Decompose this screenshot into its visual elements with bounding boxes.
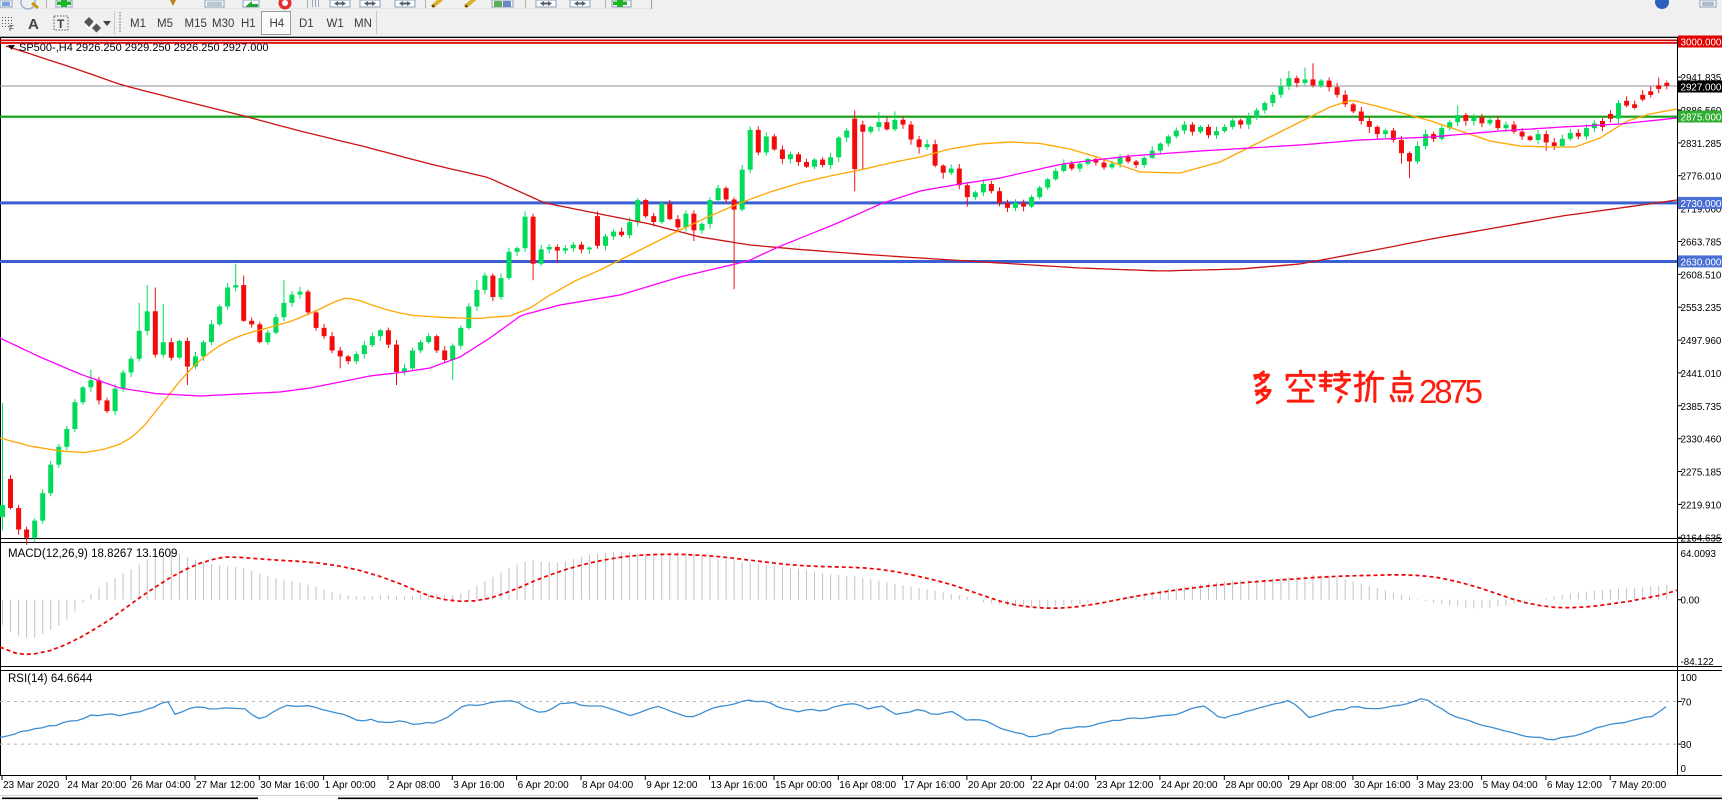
svg-text:0.00: 0.00 [1681,596,1701,607]
svg-text:24 Mar 20:00: 24 Mar 20:00 [67,780,126,791]
svg-text:29 Apr 08:00: 29 Apr 08:00 [1290,780,1347,791]
svg-text:20 Apr 20:00: 20 Apr 20:00 [968,780,1025,791]
svg-text:M15: M15 [185,18,207,30]
svg-text:H4: H4 [270,18,285,30]
svg-text:2608.510: 2608.510 [1681,270,1722,281]
svg-text:M1: M1 [130,18,146,30]
svg-text:2719.060: 2719.060 [1681,205,1722,216]
svg-text:30 Mar 16:00: 30 Mar 16:00 [260,780,319,791]
svg-text:13 Apr 16:00: 13 Apr 16:00 [711,780,768,791]
svg-text:2164.635: 2164.635 [1681,533,1722,544]
svg-text:H1: H1 [241,18,256,30]
svg-text:22 Apr 04:00: 22 Apr 04:00 [1032,780,1089,791]
svg-text:F: F [9,24,14,33]
svg-text:MACD(12,26,9) 18.8267 13.1609: MACD(12,26,9) 18.8267 13.1609 [8,548,177,560]
svg-text:23 Mar 2020: 23 Mar 2020 [3,780,60,791]
svg-text:6 May 12:00: 6 May 12:00 [1547,780,1602,791]
svg-text:SP500-,H4 2926.250 2929.250 2: SP500-,H4 2926.250 2929.250 2926.250 292… [19,42,269,54]
svg-text:3000.000: 3000.000 [1681,38,1722,49]
svg-text:2275.185: 2275.185 [1681,468,1722,479]
svg-text:15 Apr 00:00: 15 Apr 00:00 [775,780,832,791]
svg-text:64.0093: 64.0093 [1681,549,1717,560]
svg-text:6 Apr 20:00: 6 Apr 20:00 [518,780,570,791]
svg-text:2219.910: 2219.910 [1681,500,1722,511]
svg-text:2831.285: 2831.285 [1681,139,1722,150]
svg-text:A: A [28,16,39,33]
svg-text:7 May 20:00: 7 May 20:00 [1611,780,1666,791]
svg-text:1 Apr 00:00: 1 Apr 00:00 [325,780,377,791]
svg-text:2330.460: 2330.460 [1681,435,1722,446]
svg-text:RSI(14) 64.6644: RSI(14) 64.6644 [8,673,93,685]
svg-text:16 Apr 08:00: 16 Apr 08:00 [839,780,896,791]
svg-text:5 May 04:00: 5 May 04:00 [1483,780,1538,791]
svg-text:D1: D1 [299,18,314,30]
svg-text:30: 30 [1681,740,1692,751]
svg-text:30 Apr 16:00: 30 Apr 16:00 [1354,780,1411,791]
svg-text:2553.235: 2553.235 [1681,303,1722,314]
svg-text:M5: M5 [157,18,173,30]
svg-text:MN: MN [354,18,372,30]
svg-text:9 Apr 12:00: 9 Apr 12:00 [646,780,698,791]
svg-text:2730.000: 2730.000 [1681,199,1722,210]
svg-text:2441.010: 2441.010 [1681,369,1722,380]
svg-text:2663.785: 2663.785 [1681,238,1722,249]
svg-text:70: 70 [1681,698,1692,709]
svg-text:8 Apr 04:00: 8 Apr 04:00 [582,780,634,791]
svg-text:2927.000: 2927.000 [1681,83,1722,94]
svg-text:2941.835: 2941.835 [1681,73,1722,84]
svg-text:3 May 23:00: 3 May 23:00 [1418,780,1473,791]
svg-text:2385.735: 2385.735 [1681,402,1722,413]
svg-text:T: T [57,17,65,31]
svg-text:100: 100 [1681,673,1698,684]
svg-text:28 Apr 00:00: 28 Apr 00:00 [1225,780,1282,791]
svg-text:W1: W1 [327,18,344,30]
svg-text:2875: 2875 [1419,373,1483,410]
svg-text:24 Apr 20:00: 24 Apr 20:00 [1161,780,1218,791]
svg-text:23 Apr 12:00: 23 Apr 12:00 [1097,780,1154,791]
svg-text:M30: M30 [212,18,234,30]
svg-text:2 Apr 08:00: 2 Apr 08:00 [389,780,441,791]
svg-text:2875.000: 2875.000 [1681,113,1722,124]
svg-text:2630.000: 2630.000 [1681,257,1722,268]
svg-text:27 Mar 12:00: 27 Mar 12:00 [196,780,255,791]
svg-text:26 Mar 04:00: 26 Mar 04:00 [132,780,191,791]
svg-text:0: 0 [1681,764,1687,775]
svg-text:3 Apr 16:00: 3 Apr 16:00 [453,780,505,791]
svg-text:-84.122: -84.122 [1681,657,1714,668]
svg-text:2497.960: 2497.960 [1681,336,1722,347]
svg-text:2776.010: 2776.010 [1681,172,1722,183]
svg-text:17 Apr 16:00: 17 Apr 16:00 [904,780,961,791]
